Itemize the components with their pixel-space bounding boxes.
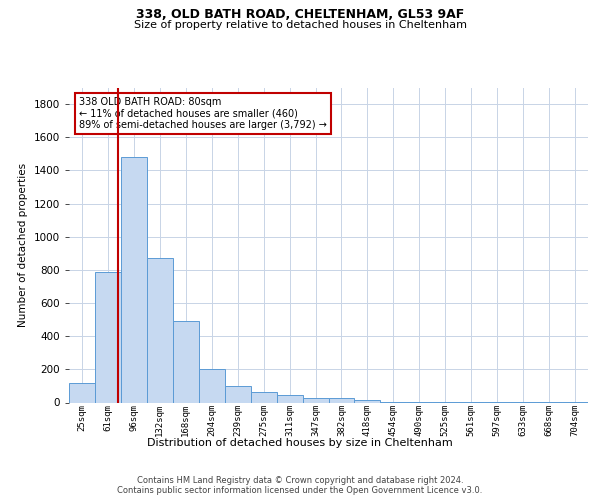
Text: Size of property relative to detached houses in Cheltenham: Size of property relative to detached ho…	[133, 20, 467, 30]
Bar	[199, 368, 224, 402]
Bar	[277, 395, 302, 402]
Text: 338 OLD BATH ROAD: 80sqm
← 11% of detached houses are smaller (460)
89% of semi-: 338 OLD BATH ROAD: 80sqm ← 11% of detach…	[79, 97, 327, 130]
Text: Distribution of detached houses by size in Cheltenham: Distribution of detached houses by size …	[147, 438, 453, 448]
Bar	[251, 392, 277, 402]
Bar	[329, 398, 355, 402]
Bar	[225, 386, 251, 402]
Text: 338, OLD BATH ROAD, CHELTENHAM, GL53 9AF: 338, OLD BATH ROAD, CHELTENHAM, GL53 9AF	[136, 8, 464, 20]
Bar	[147, 258, 173, 402]
Bar	[302, 398, 329, 402]
Y-axis label: Number of detached properties: Number of detached properties	[18, 163, 28, 327]
Text: Contains HM Land Registry data © Crown copyright and database right 2024.
Contai: Contains HM Land Registry data © Crown c…	[118, 476, 482, 495]
Bar	[69, 382, 95, 402]
Bar	[173, 322, 199, 402]
Bar	[95, 272, 121, 402]
Bar	[121, 157, 147, 402]
Bar	[355, 400, 380, 402]
